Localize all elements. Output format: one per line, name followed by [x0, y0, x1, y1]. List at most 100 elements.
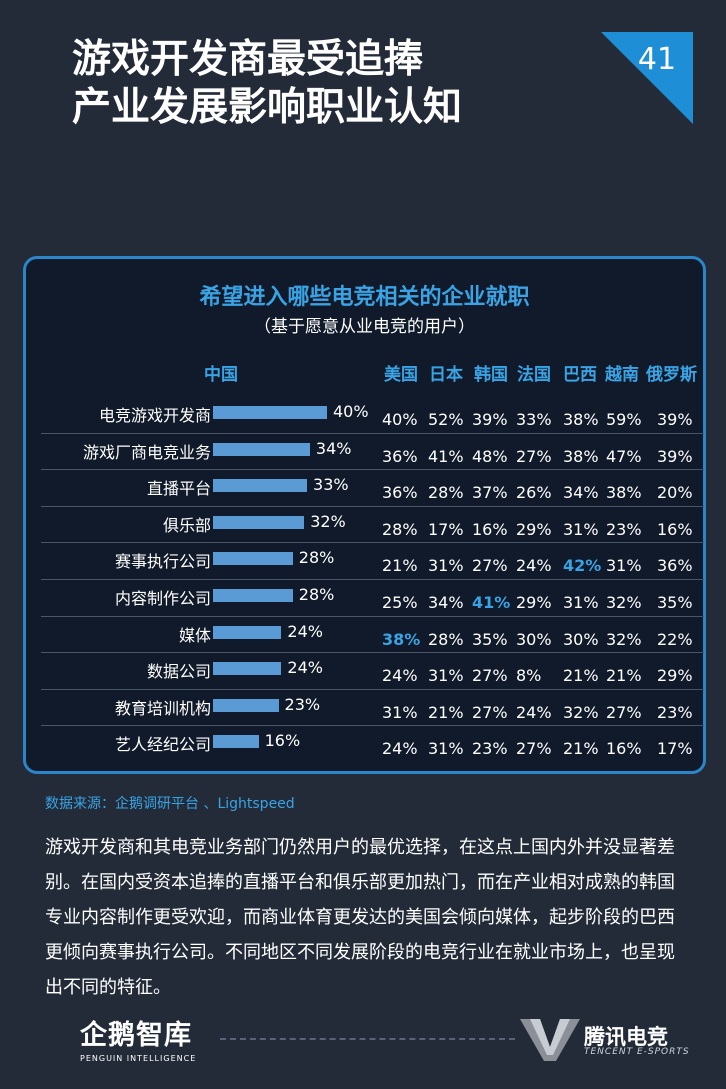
china-bar	[213, 479, 308, 493]
value-cell: 23%	[657, 702, 693, 722]
value-cell: 31%	[428, 666, 464, 686]
china-bar	[213, 589, 293, 602]
china-bar	[213, 698, 279, 712]
chart-title: 希望进入哪些电竞相关的企业就职	[199, 285, 530, 310]
value-cell: 38%	[563, 410, 599, 429]
value-cell: 42%	[563, 556, 602, 576]
value-cell: 34%	[563, 483, 599, 503]
logo-subtitle: PENGUIN INTELLIGENCE	[80, 1054, 197, 1063]
row-separator	[41, 652, 704, 654]
column-header-7: 俄罗斯	[646, 365, 697, 385]
china-bar-value: 24%	[287, 658, 323, 678]
value-cell: 27%	[606, 702, 642, 722]
value-cell: 29%	[516, 519, 552, 539]
value-cell: 38%	[563, 446, 599, 466]
value-cell: 31%	[382, 702, 418, 722]
value-cell: 8%	[516, 666, 542, 686]
value-cell: 39%	[657, 446, 693, 466]
value-cell: 16%	[657, 519, 693, 539]
value-cell: 21%	[382, 556, 418, 576]
category-label: 直播平台	[146, 479, 211, 499]
column-header-0: 中国	[204, 365, 238, 385]
china-bar-value: 23%	[284, 694, 321, 714]
value-cell: 48%	[472, 446, 508, 466]
value-cell: 38%	[382, 629, 421, 649]
value-cell: 21%	[563, 666, 599, 686]
value-cell: 36%	[382, 483, 418, 503]
value-cell: 21%	[563, 739, 599, 759]
china-bar	[213, 406, 327, 419]
value-cell: 33%	[516, 410, 552, 429]
value-cell: 24%	[382, 666, 418, 686]
china-bar	[213, 515, 305, 529]
value-cell: 31%	[428, 556, 464, 576]
body-paragraph: 游戏开发商和其电竞业务部门仍然用户的最优选择，在这点上国内外并没显著差别。在国内…	[45, 837, 675, 998]
value-cell: 32%	[606, 593, 642, 612]
value-cell: 27%	[472, 666, 508, 686]
value-cell: 36%	[382, 446, 418, 466]
page-number: 41	[637, 42, 677, 77]
category-label: 俱乐部	[162, 515, 211, 535]
china-bar-value: 16%	[264, 731, 301, 751]
value-cell: 52%	[428, 410, 464, 429]
value-cell: 23%	[472, 739, 508, 759]
value-cell: 16%	[472, 519, 508, 539]
china-bar	[213, 662, 282, 676]
category-label: 教育培训机构	[114, 698, 211, 718]
column-header-6: 越南	[605, 365, 639, 385]
china-bar-value: 28%	[298, 548, 335, 568]
logo-name: 企鹅智库	[80, 1020, 192, 1051]
value-cell: 29%	[516, 593, 552, 612]
row-separator	[41, 615, 704, 617]
value-cell: 39%	[472, 410, 508, 429]
value-cell: 24%	[516, 556, 552, 576]
column-header-3: 韩国	[474, 365, 508, 385]
row-separator	[41, 505, 704, 507]
column-header-2: 日本	[429, 365, 463, 385]
china-bar-value: 28%	[298, 585, 335, 604]
row-separator	[41, 725, 704, 727]
category-label: 媒体	[178, 625, 211, 645]
category-label: 内容制作公司	[114, 589, 211, 608]
title-line-2: 产业发展影响职业认知	[72, 85, 463, 130]
value-cell: 31%	[606, 556, 642, 576]
value-cell: 31%	[563, 519, 599, 539]
category-label: 艺人经纪公司	[114, 735, 211, 755]
value-cell: 35%	[657, 593, 693, 612]
value-cell: 32%	[563, 702, 599, 722]
title-line-1: 游戏开发商最受追捧	[72, 37, 424, 82]
value-cell: 26%	[516, 483, 552, 503]
value-cell: 29%	[657, 666, 693, 686]
column-header-1: 美国	[384, 365, 418, 385]
value-cell: 31%	[428, 739, 464, 759]
tencent-esports-logo: 腾讯电竞 TENCENT E-SPORTS	[520, 1017, 690, 1065]
value-cell: 27%	[516, 739, 552, 759]
china-bar-value: 32%	[310, 511, 346, 531]
china-bar-value: 34%	[315, 438, 352, 458]
value-cell: 39%	[657, 410, 693, 429]
china-bar	[213, 552, 293, 566]
category-label: 赛事执行公司	[114, 552, 211, 572]
logo-name: 腾讯电竞	[584, 1025, 668, 1049]
value-cell: 21%	[606, 666, 642, 686]
page-number-badge: 41	[601, 32, 693, 124]
footer-divider	[220, 1038, 515, 1040]
value-cell: 41%	[428, 446, 464, 466]
value-cell: 28%	[382, 519, 418, 539]
row-separator	[41, 579, 704, 580]
value-cell: 35%	[472, 629, 508, 649]
china-bar	[213, 442, 310, 456]
value-cell: 34%	[428, 593, 464, 612]
value-cell: 36%	[657, 556, 693, 576]
category-label: 游戏厂商电竞业务	[82, 442, 211, 462]
value-cell: 24%	[516, 702, 552, 722]
value-cell: 21%	[428, 702, 464, 722]
value-cell: 30%	[563, 629, 599, 649]
value-cell: 27%	[472, 702, 508, 722]
row-separator	[41, 469, 704, 471]
china-bar-value: 40%	[333, 402, 369, 421]
china-bar-value: 24%	[287, 621, 323, 641]
data-source: 数据来源：企鹅调研平台 、Lightspeed	[45, 796, 295, 812]
value-cell: 31%	[563, 593, 599, 612]
value-cell: 37%	[472, 483, 508, 503]
